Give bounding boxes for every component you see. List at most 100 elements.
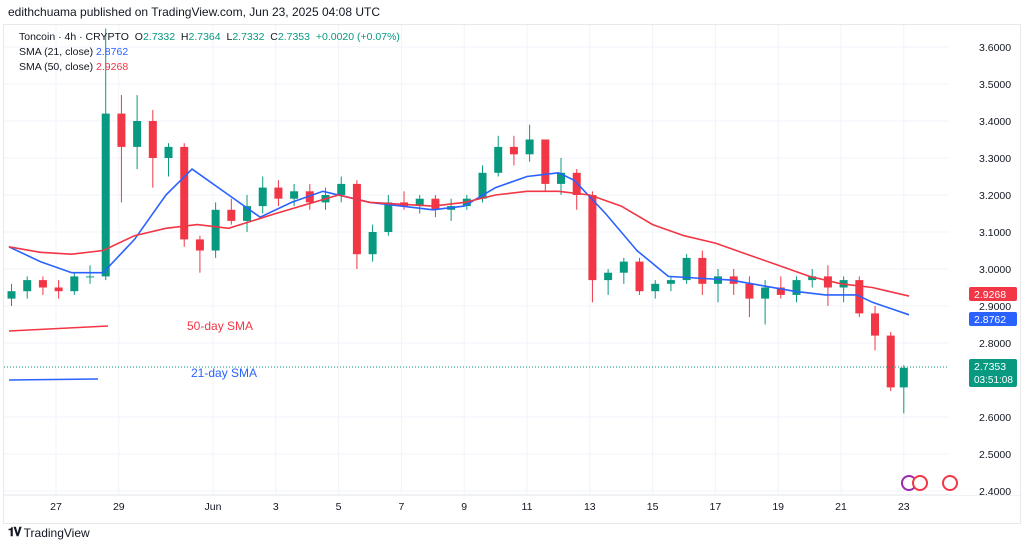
candle-body [886,335,895,388]
sma21-value: 2.8762 [96,46,129,58]
y-tick-label: 3.1000 [979,227,1011,239]
candle-body [808,276,817,281]
sma21-price-tag-text: 2.8762 [974,314,1006,326]
x-tick-label: 9 [461,501,467,513]
candle-body [290,191,299,199]
candle-body [698,257,707,284]
open-label: O [134,31,143,43]
low-label: L [226,31,233,43]
y-tick-label: 2.9000 [979,301,1011,313]
sma21-annotation: 21-day SMA [191,366,257,380]
candle-body [415,198,424,207]
tv-logo-icon: 𝟏𝐕 [8,525,22,539]
x-tick-label: 15 [647,501,659,513]
candle-body [23,280,32,292]
open-value: 2.7332 [142,31,176,43]
candle-body [243,206,252,221]
countdown-text: 03:51:08 [974,375,1013,386]
x-tick-label: 19 [772,501,784,513]
close-label: C [270,31,278,43]
tradingview-logo[interactable]: 𝟏𝐕 TradingView [8,525,90,540]
candle-body [666,280,675,284]
us-flag-event-icon [912,475,928,491]
close-value: 2.7353 [277,31,310,43]
sma50-price-tag [969,287,1017,301]
y-tick-label: 2.6000 [979,412,1011,424]
y-tick-label: 3.0000 [979,264,1011,276]
price-chart[interactable]: 2729Jun357911131517192123250-day SMA21-d… [4,25,1020,523]
y-tick-label: 3.3000 [979,153,1011,165]
candle-body [541,139,550,184]
candle-body [305,191,314,203]
candle-body [557,172,566,184]
ohlc-legend: Toncoin · 4h · CRYPTO O2.7332 H2.7364 L2… [19,31,400,43]
sma50-value: 2.9268 [96,61,129,73]
y-tick-label: 3.2000 [979,190,1011,202]
candle-body [195,239,204,251]
sma50-line [8,190,910,297]
candle-body [368,232,377,255]
candle-body [227,209,236,221]
candle-body [258,187,267,207]
sma21-line [8,168,910,316]
candle-body [54,287,63,292]
x-tick-label: 13 [584,501,596,513]
candle-body [776,287,785,295]
last-price-tag-text: 2.7353 [974,361,1006,373]
last-price-tag [969,358,1017,387]
candle-body [509,146,518,155]
candle-body [871,313,880,336]
candle-body [899,367,908,388]
candle-body [619,261,628,273]
x-tick-label: Jun [205,501,222,513]
symbol-label[interactable]: Toncoin · 4h · CRYPTO [19,31,129,43]
x-tick-label: 7 [398,501,404,513]
chart-area[interactable]: 2729Jun357911131517192123250-day SMA21-d… [3,24,1021,524]
candle-body [38,280,47,288]
sma21-label: SMA (21, close) [19,46,94,58]
published-header: edithchuama published on TradingView.com… [8,5,381,19]
y-tick-label: 3.5000 [979,79,1011,91]
candle-body [337,183,346,195]
candle-body [180,146,189,240]
candle-body [682,257,691,281]
sma50-legend[interactable]: SMA (50, close) 2.9268 [19,61,128,73]
candle-body [70,276,79,292]
candle-body [761,287,770,299]
sma50-annotation-line [8,325,109,332]
sma21-legend[interactable]: SMA (21, close) 2.8762 [19,46,128,58]
high-value: 2.7364 [188,31,221,43]
candle-body [494,146,503,173]
x-tick-label: 27 [50,501,62,513]
brand-name: TradingView [23,525,90,540]
sma21-annotation-line [8,378,99,381]
candle-body [148,121,157,158]
candle-body [7,291,16,299]
x-tick-label: 5 [336,501,342,513]
candle-body [604,272,613,281]
change-value: +0.0020 (+0.07%) [315,31,400,43]
y-tick-label: 2.8000 [979,338,1011,350]
candle-body [274,187,283,199]
candle-body [792,280,801,295]
low-value: 2.7332 [232,31,265,43]
sma50-label: SMA (50, close) [19,61,94,73]
candle-body [384,202,393,232]
high-label: H [180,31,189,43]
candle-body [101,113,110,277]
candle-body [635,261,644,292]
candle-body [133,121,142,147]
y-tick-label: 2.4000 [979,486,1011,498]
candle-body [352,183,361,255]
candle-body [211,209,220,251]
candle-body [823,276,832,288]
x-tick-label: 3 [273,501,279,513]
sma21-price-tag [969,312,1017,326]
y-tick-label: 2.5000 [979,449,1011,461]
x-tick-label: 29 [113,501,125,513]
candle-body [478,172,487,199]
us-flag-event-icon [942,475,958,491]
y-tick-label: 3.4000 [979,116,1011,128]
candle-body [164,146,173,158]
y-tick-label: 3.6000 [979,42,1011,54]
